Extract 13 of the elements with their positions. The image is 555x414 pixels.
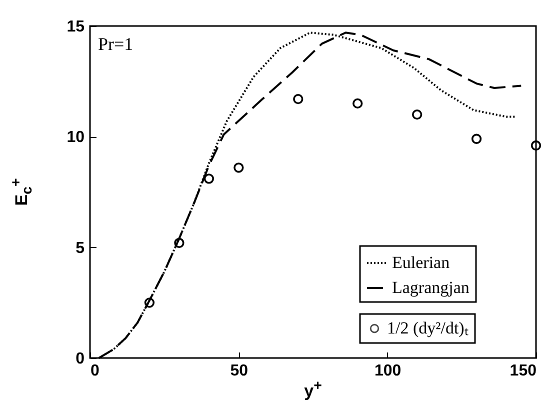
y-tick-label: 10 [66, 129, 85, 146]
x-tick-label: 150 [510, 362, 537, 380]
legend-label: Lagrangjan [392, 278, 470, 297]
legend-label: 1/2 (dy²/dt)ₜ [387, 318, 468, 338]
annotation: Pr=1 [98, 34, 134, 54]
y-tick-label: 15 [66, 18, 85, 36]
x-tick-label: 50 [230, 362, 248, 380]
y-tick-label: 0 [76, 350, 85, 368]
x-tick-label: 100 [374, 362, 402, 380]
x-axis-title: y$^{+}$ [303, 378, 323, 402]
y-tick-label: 5 [76, 240, 85, 257]
x-tick-label: 0 [90, 362, 100, 380]
legend-label: Eulerian [392, 253, 450, 272]
